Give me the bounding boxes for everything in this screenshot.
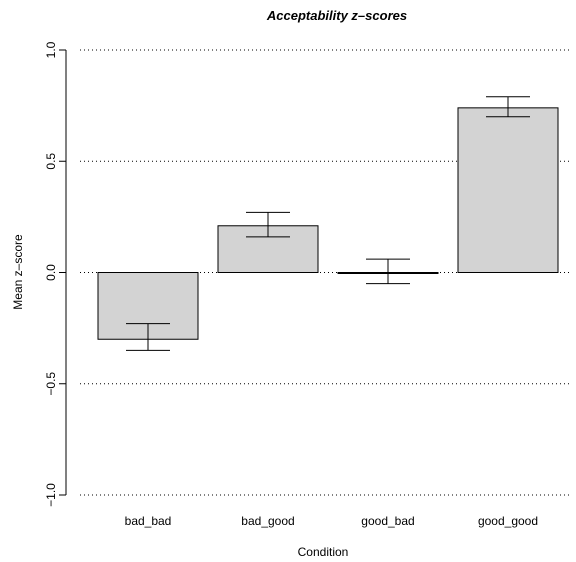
y-tick-label: 0.0 [44, 264, 58, 281]
y-tick-label: 0.5 [44, 153, 58, 170]
y-axis: −1.0 −0.5 0.0 0.5 1.0 [44, 41, 67, 507]
y-axis-label: Mean z–score [11, 234, 25, 310]
chart-title: Acceptability z–scores [266, 8, 407, 23]
error-bars [126, 96, 530, 351]
y-tick-label: −0.5 [44, 372, 58, 396]
x-tick-label-good_good: good_good [478, 514, 538, 528]
x-tick-label-bad_bad: bad_bad [125, 514, 172, 528]
y-tick-label: −1.0 [44, 483, 58, 507]
x-axis-label: Condition [298, 545, 349, 559]
bars [97, 107, 559, 340]
x-tick-label-bad_good: bad_good [241, 514, 294, 528]
x-tick-label-good_bad: good_bad [361, 514, 414, 528]
x-tick-labels: bad_bad bad_good good_bad good_good [125, 514, 538, 528]
bar-good_good [457, 107, 559, 273]
y-tick-label: 1.0 [44, 41, 58, 58]
